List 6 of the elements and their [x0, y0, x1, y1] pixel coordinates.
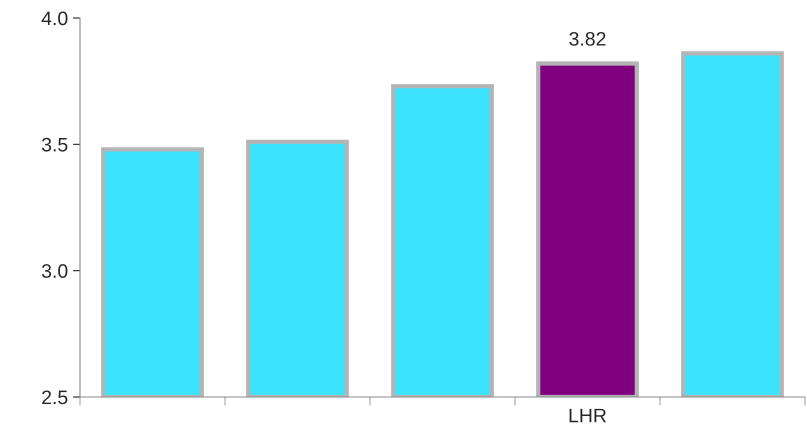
y-tick-label: 3.5	[42, 138, 68, 152]
y-tick-label: 2.5	[42, 390, 68, 404]
x-tick-label: LHR	[570, 408, 606, 422]
y-tick-label: 3.0	[42, 264, 68, 278]
y-tick-label: 4.0	[42, 11, 68, 26]
data-label: 3.82	[569, 32, 606, 46]
